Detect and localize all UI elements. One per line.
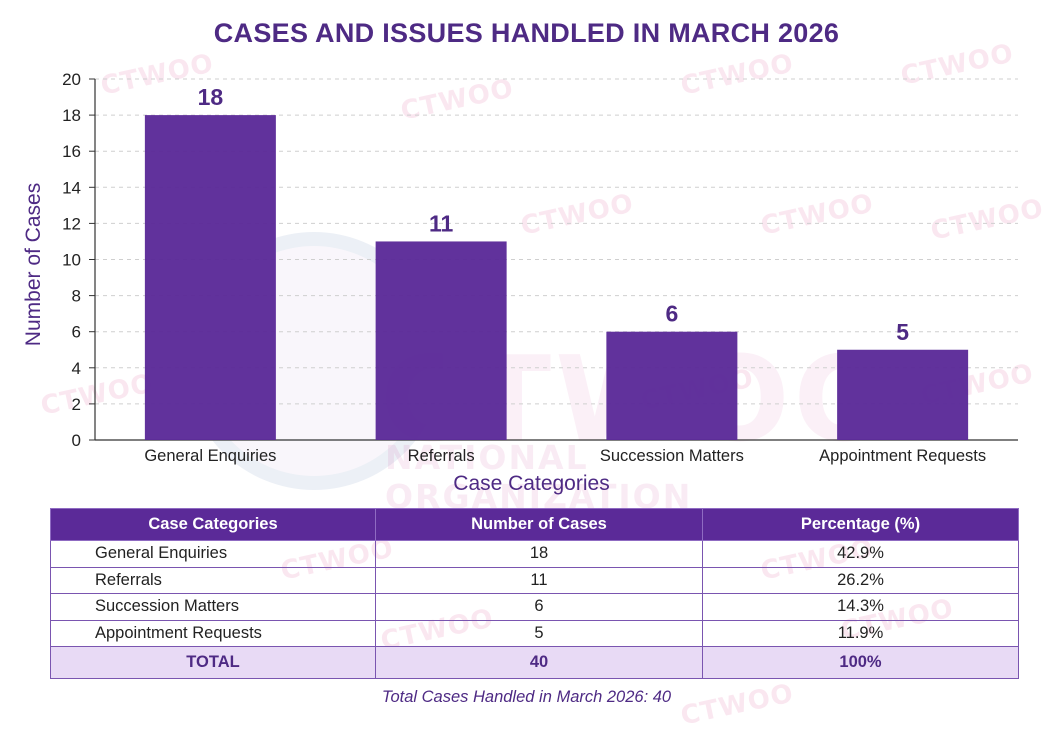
y-tick-label: 14	[62, 178, 81, 197]
bar-value-label: 5	[896, 319, 909, 345]
x-axis-label: Case Categories	[453, 472, 609, 495]
total-count: 40	[375, 646, 703, 679]
summary-table: Case Categories Number of Cases Percenta…	[50, 508, 1019, 679]
category-cell: General Enquiries	[50, 540, 376, 568]
y-tick-label: 18	[62, 106, 81, 125]
column-header: Number of Cases	[375, 508, 703, 541]
bar-value-label: 18	[198, 84, 224, 110]
percentage-cell: 42.9%	[702, 540, 1019, 568]
footnote: Total Cases Handled in March 2026: 40	[381, 688, 672, 706]
y-tick-label: 12	[62, 214, 81, 233]
y-tick-label: 8	[72, 287, 81, 306]
y-tick-label: 4	[72, 359, 81, 378]
table-header-row: Case Categories Number of Cases Percenta…	[50, 508, 1019, 541]
column-header: Percentage (%)	[702, 508, 1019, 541]
count-cell: 5	[375, 619, 703, 647]
total-percentage: 100%	[702, 646, 1019, 679]
bar-chart: 0 2 4 6 8 10 12 14 16 18 20 18 General Enquiries 11 Re…	[22, 70, 1018, 495]
y-tick-label: 2	[72, 395, 81, 414]
column-header: Case Categories	[50, 508, 376, 541]
y-tick-label: 6	[72, 323, 81, 342]
chart-title: CASES AND ISSUES HANDLED IN MARCH 2026	[213, 18, 840, 48]
category-cell: Appointment Requests	[50, 619, 376, 647]
x-tick-label: Appointment Requests	[819, 447, 986, 465]
count-cell: 11	[375, 566, 703, 594]
table-row: Referrals 11 26.2%	[50, 566, 1019, 594]
bar	[837, 349, 969, 440]
total-row: TOTAL 40 100%	[50, 646, 1019, 679]
bar	[144, 115, 276, 440]
x-tick-label: Succession Matters	[600, 447, 744, 465]
bar	[606, 331, 738, 440]
y-axis-label: Number of Cases	[22, 183, 45, 346]
y-tick-label: 0	[72, 431, 81, 450]
y-tick-label: 10	[62, 251, 81, 270]
cases-table: Case Categories Number of Cases Percenta…	[50, 508, 1019, 679]
y-tick-label: 20	[62, 70, 81, 89]
count-cell: 6	[375, 593, 703, 621]
category-cell: Referrals	[50, 566, 376, 594]
percentage-cell: 26.2%	[702, 566, 1019, 594]
percentage-cell: 14.3%	[702, 593, 1019, 621]
y-tick-label: 16	[62, 142, 81, 161]
bar-value-label: 6	[665, 301, 678, 327]
percentage-cell: 11.9%	[702, 619, 1019, 647]
x-tick-label: General Enquiries	[144, 447, 276, 465]
count-cell: 18	[375, 540, 703, 568]
table-row: General Enquiries 18 42.9%	[50, 540, 1019, 568]
x-tick-label: Referrals	[408, 447, 475, 465]
table-row: Appointment Requests 5 11.9%	[50, 619, 1019, 647]
bar-value-label: 11	[429, 210, 454, 236]
total-label: TOTAL	[50, 646, 376, 679]
bar	[375, 241, 507, 440]
category-cell: Succession Matters	[50, 593, 376, 621]
table-row: Succession Matters 6 14.3%	[50, 593, 1019, 621]
